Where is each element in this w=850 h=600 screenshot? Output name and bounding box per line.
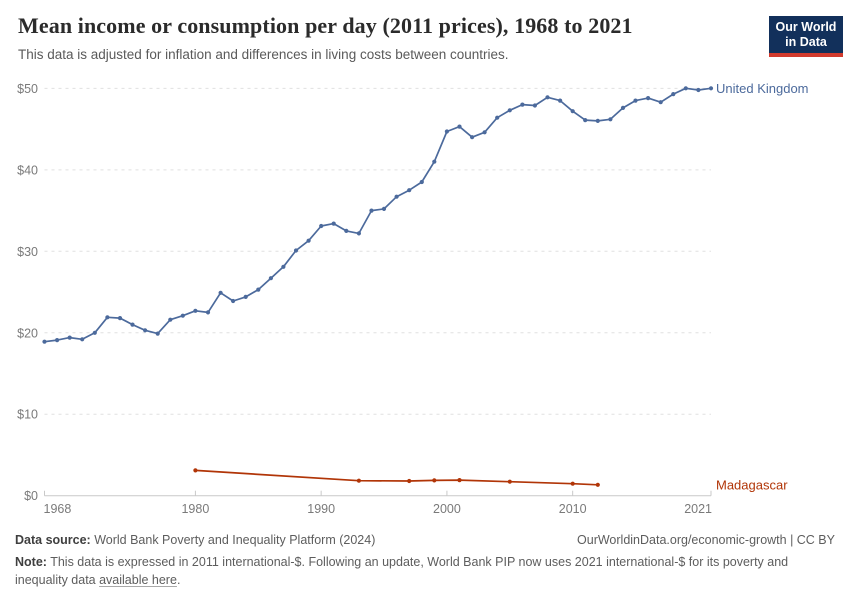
y-tick-label: $0	[24, 489, 38, 503]
united-kingdom-marker	[143, 328, 148, 333]
madagascar-marker	[193, 468, 198, 473]
united-kingdom-marker	[532, 103, 538, 108]
madagascar-line	[194, 469, 599, 486]
data-source-text: World Bank Poverty and Inequality Platfo…	[90, 533, 376, 547]
united-kingdom-marker	[608, 117, 613, 122]
owid-logo-line2: in Data	[785, 35, 827, 49]
united-kingdom-marker	[231, 298, 236, 304]
united-kingdom-marker	[545, 95, 550, 100]
united-kingdom-marker	[683, 86, 688, 91]
note-text: This data is expressed in 2011 internati…	[15, 554, 789, 587]
united-kingdom-series-label: United Kingdom	[716, 81, 809, 96]
owid-logo[interactable]: Our World in Data	[769, 16, 843, 57]
x-tick-label: 2010	[559, 502, 587, 516]
madagascar-marker	[457, 478, 462, 483]
united-kingdom-marker	[256, 287, 261, 292]
united-kingdom-marker	[105, 315, 110, 320]
y-tick-label: $30	[17, 245, 38, 259]
united-kingdom-marker	[281, 264, 286, 269]
united-kingdom-marker	[155, 331, 160, 336]
madagascar-series-label: Madagascar	[716, 477, 788, 492]
united-kingdom-marker	[620, 105, 626, 110]
madagascar-marker	[432, 478, 437, 483]
license-link[interactable]: OurWorldinData.org/economic-growth | CC …	[577, 533, 835, 547]
united-kingdom-marker	[470, 135, 475, 140]
united-kingdom-marker	[432, 159, 437, 164]
united-kingdom-marker	[708, 86, 714, 91]
united-kingdom-marker	[80, 337, 85, 342]
united-kingdom-marker	[419, 179, 424, 185]
united-kingdom-marker	[658, 100, 663, 105]
madagascar-marker	[407, 478, 412, 484]
x-tick-label: 1990	[307, 502, 335, 516]
united-kingdom-marker	[495, 115, 500, 120]
united-kingdom-marker	[520, 102, 525, 107]
madagascar-marker	[356, 478, 361, 483]
united-kingdom-marker	[696, 87, 701, 93]
united-kingdom-marker	[407, 188, 412, 193]
data-source-label: Data source:	[15, 533, 91, 547]
united-kingdom-marker	[319, 223, 324, 229]
available-here-link[interactable]: available here	[99, 572, 177, 587]
united-kingdom-marker	[306, 238, 311, 243]
x-tick-label: 1980	[181, 502, 209, 516]
united-kingdom-marker	[356, 231, 361, 236]
united-kingdom-marker	[381, 206, 387, 211]
united-kingdom-marker	[394, 194, 399, 199]
united-kingdom-marker	[482, 130, 487, 135]
data-source: Data source: World Bank Poverty and Ineq…	[15, 532, 375, 550]
note-period: .	[176, 572, 181, 587]
madagascar-marker	[570, 481, 575, 486]
united-kingdom-marker	[558, 98, 563, 103]
united-kingdom-marker	[570, 109, 575, 114]
united-kingdom-marker	[180, 313, 185, 318]
footnote: Note: This data is expressed in 2011 int…	[15, 554, 810, 590]
united-kingdom-marker	[193, 308, 198, 313]
chart-header: Mean income or consumption per day (2011…	[18, 13, 758, 64]
united-kingdom-marker	[67, 335, 72, 340]
united-kingdom-line	[43, 87, 712, 343]
x-tick-label: 2021	[684, 502, 712, 516]
chart-footer: Data source: World Bank Poverty and Ineq…	[15, 532, 835, 589]
y-tick-label: $20	[17, 326, 38, 340]
united-kingdom-marker	[218, 290, 223, 295]
note-label: Note:	[15, 554, 47, 569]
united-kingdom-marker	[268, 276, 273, 281]
x-tick-label: 2000	[433, 502, 461, 516]
united-kingdom-marker	[583, 118, 588, 123]
united-kingdom-marker	[444, 129, 449, 134]
united-kingdom-marker	[369, 208, 374, 213]
united-kingdom-marker	[130, 322, 135, 327]
line-chart: $0 $10 $20 $30 $40 $50 1968 1980 1990 2000 2010 202…	[17, 81, 809, 516]
united-kingdom-marker	[92, 330, 97, 335]
united-kingdom-marker	[293, 248, 299, 253]
y-tick-label: $40	[17, 163, 38, 177]
owid-logo-line1: Our World	[775, 20, 837, 34]
source-row: Data source: World Bank Poverty and Ineq…	[15, 532, 835, 550]
united-kingdom-marker	[595, 118, 600, 123]
united-kingdom-marker	[331, 221, 336, 226]
chart-subtitle: This data is adjusted for inflation and …	[18, 47, 509, 63]
united-kingdom-marker	[243, 294, 248, 299]
united-kingdom-marker	[117, 316, 123, 321]
united-kingdom-marker	[633, 98, 638, 103]
united-kingdom-marker	[205, 310, 211, 315]
united-kingdom-marker	[646, 96, 651, 101]
united-kingdom-marker	[55, 338, 60, 343]
united-kingdom-marker	[344, 228, 349, 233]
madagascar-marker	[507, 479, 512, 484]
united-kingdom-marker	[671, 92, 676, 97]
madagascar-marker	[595, 482, 600, 487]
y-tick-label: $10	[17, 408, 38, 422]
y-tick-label: $50	[17, 82, 38, 96]
x-tick-label: 1968	[44, 502, 72, 516]
united-kingdom-marker	[457, 124, 462, 129]
page-title: Mean income or consumption per day (2011…	[18, 13, 633, 38]
united-kingdom-marker	[507, 108, 512, 113]
united-kingdom-marker	[42, 339, 47, 344]
united-kingdom-marker	[168, 317, 173, 322]
